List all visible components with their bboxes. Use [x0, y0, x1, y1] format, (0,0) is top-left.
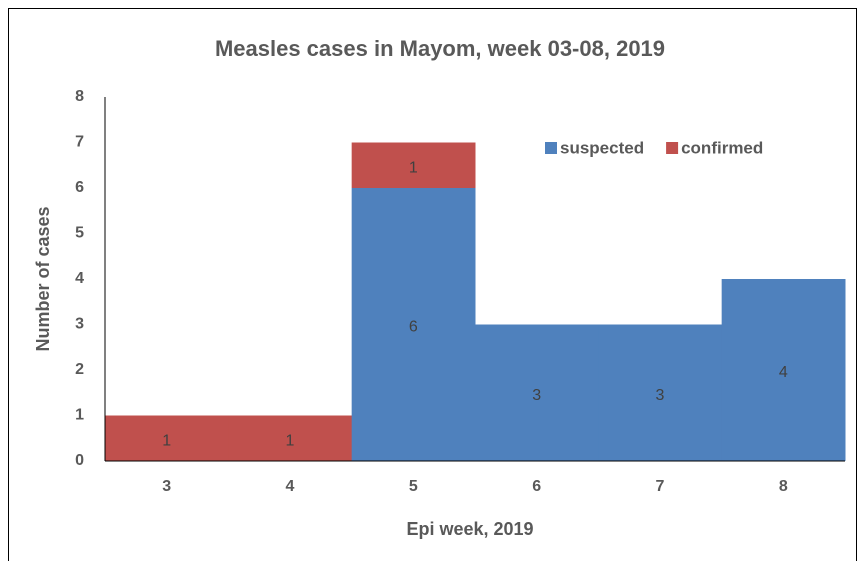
bar — [351, 142, 476, 188]
y-tick-label: 4 — [75, 270, 84, 287]
legend-swatch — [666, 142, 679, 154]
chart-title: Measles cases in Mayom, week 03-08, 2019 — [215, 36, 665, 61]
legend-label: confirmed — [681, 138, 763, 157]
y-tick-label: 1 — [75, 407, 84, 424]
data-label: 3 — [656, 387, 665, 404]
data-label: 1 — [162, 432, 171, 449]
y-tick-label: 7 — [75, 134, 84, 151]
x-tick-label: 6 — [532, 478, 541, 495]
x-tick-label: 3 — [162, 478, 171, 495]
bar — [105, 415, 229, 461]
data-label: 4 — [779, 364, 788, 381]
data-label: 1 — [409, 159, 418, 176]
x-tick-label: 8 — [779, 478, 788, 495]
data-label: 6 — [409, 319, 418, 336]
x-tick-label: 5 — [409, 478, 418, 495]
data-label: 1 — [286, 432, 295, 449]
bar — [598, 324, 723, 461]
y-tick-label: 2 — [75, 361, 84, 378]
chart-border — [8, 8, 857, 561]
bar — [721, 279, 846, 461]
x-axis-label: Epi week, 2019 — [406, 519, 533, 539]
bar — [351, 188, 476, 461]
y-tick-label: 8 — [75, 88, 84, 105]
y-tick-label: 3 — [75, 316, 84, 333]
legend-swatch — [545, 142, 557, 154]
bar — [475, 324, 599, 461]
legend-label: suspected — [560, 138, 644, 157]
bar — [228, 415, 353, 461]
y-tick-label: 5 — [75, 225, 84, 242]
y-tick-label: 6 — [75, 179, 84, 196]
x-tick-label: 7 — [656, 478, 665, 495]
y-axis-label: Number of cases — [33, 206, 53, 351]
y-tick-label: 0 — [75, 452, 84, 469]
x-tick-label: 4 — [286, 478, 295, 495]
data-label: 3 — [532, 387, 541, 404]
